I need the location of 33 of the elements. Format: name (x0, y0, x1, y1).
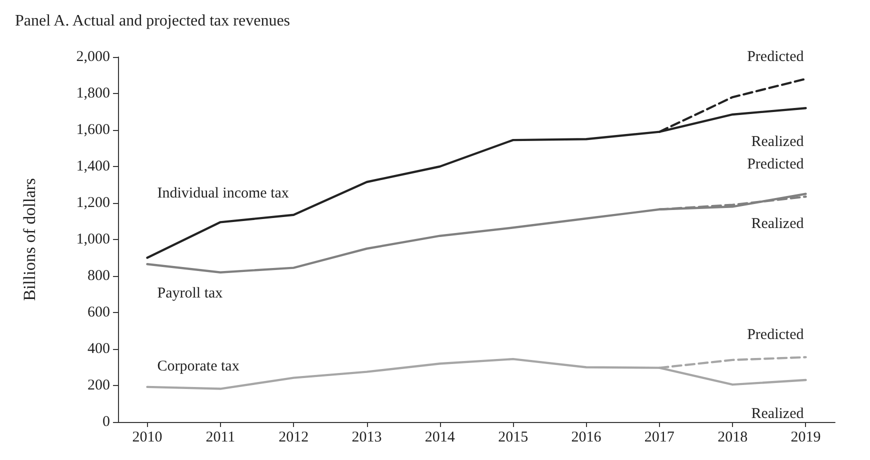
y-tick-label: 800 (88, 268, 110, 284)
x-tick-label: 2013 (352, 430, 382, 446)
y-tick-label: 200 (88, 378, 110, 394)
x-tick-label: 2014 (424, 430, 456, 446)
annotation: Predicted (747, 48, 804, 65)
series-label: Corporate tax (157, 358, 240, 374)
line-series (146, 358, 807, 390)
x-tick-label: 2015 (498, 430, 528, 446)
x-tick-label: 2010 (132, 430, 162, 446)
x-tick-label: 2019 (790, 430, 821, 446)
y-axis-title: Billions of dollars (20, 178, 39, 301)
x-tick-label: 2018 (718, 430, 748, 446)
y-tick-label: 1,800 (76, 86, 110, 102)
y-tick-label: 400 (88, 341, 110, 357)
series-label: Payroll tax (157, 286, 224, 302)
x-tick-label: 2012 (278, 430, 309, 446)
y-tick-label: 0 (102, 414, 110, 430)
y-tick-label: 1,400 (76, 158, 110, 174)
y-tick-label: 600 (88, 304, 110, 320)
annotation: Realized (751, 134, 804, 150)
chart-title: Panel A. Actual and projected tax revenues (15, 12, 290, 30)
x-tick-label: 2017 (644, 430, 675, 446)
y-tick-label: 1,000 (76, 232, 110, 248)
y-tick-label: 1,600 (76, 122, 110, 138)
annotation: Predicted (747, 156, 804, 173)
annotation: Realized (751, 216, 804, 232)
x-tick-label: 2016 (571, 430, 602, 446)
annotation: Predicted (747, 327, 804, 344)
x-tick-label: 2011 (206, 430, 236, 446)
y-tick-label: 1,200 (76, 195, 110, 211)
y-tick-label: 2,000 (76, 49, 110, 65)
annotation: Realized (751, 406, 804, 422)
series-label: Individual income tax (157, 185, 290, 202)
